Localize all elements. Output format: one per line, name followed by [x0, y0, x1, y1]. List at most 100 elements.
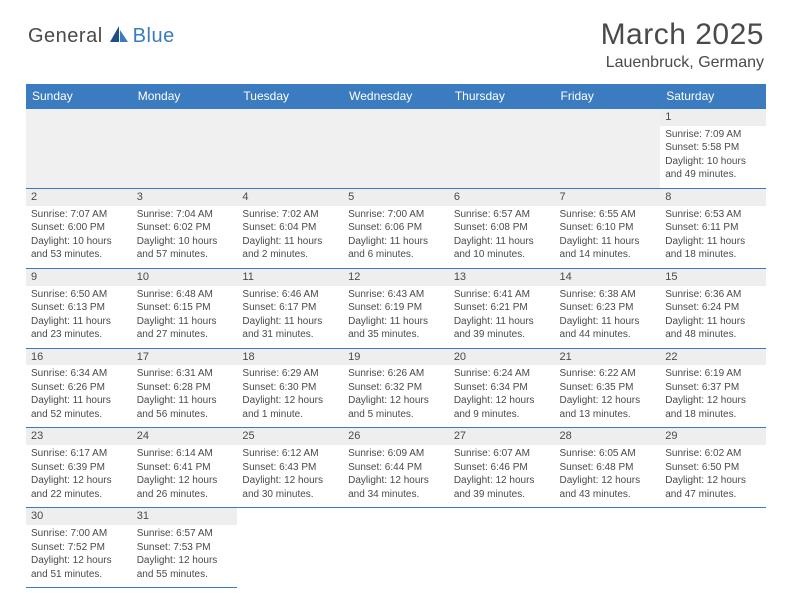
sunrise-text: Sunrise: 7:09 AM	[665, 128, 761, 142]
daylight-text: Daylight: 12 hours and 47 minutes.	[665, 474, 761, 501]
daylight-text: Daylight: 11 hours and 39 minutes.	[454, 315, 550, 342]
calendar-cell: 11Sunrise: 6:46 AMSunset: 6:17 PMDayligh…	[237, 268, 343, 348]
sunrise-text: Sunrise: 6:17 AM	[31, 447, 127, 461]
day-number: 2	[26, 189, 132, 206]
day-number: 26	[343, 428, 449, 445]
daylight-text: Daylight: 11 hours and 31 minutes.	[242, 315, 338, 342]
sunset-text: Sunset: 6:13 PM	[31, 301, 127, 315]
sunrise-text: Sunrise: 6:22 AM	[560, 367, 656, 381]
day-number: 10	[132, 269, 238, 286]
day-number: 15	[660, 269, 766, 286]
daylight-text: Daylight: 12 hours and 5 minutes.	[348, 394, 444, 421]
day-number: 24	[132, 428, 238, 445]
weekday-header-row: SundayMondayTuesdayWednesdayThursdayFrid…	[26, 84, 766, 109]
day-number: 22	[660, 349, 766, 366]
sunset-text: Sunset: 6:41 PM	[137, 461, 233, 475]
calendar-cell: 21Sunrise: 6:22 AMSunset: 6:35 PMDayligh…	[555, 348, 661, 428]
day-number: 17	[132, 349, 238, 366]
daylight-text: Daylight: 11 hours and 35 minutes.	[348, 315, 444, 342]
daylight-text: Daylight: 11 hours and 48 minutes.	[665, 315, 761, 342]
calendar-cell-empty	[555, 508, 661, 588]
daylight-text: Daylight: 10 hours and 57 minutes.	[137, 235, 233, 262]
day-number: 28	[555, 428, 661, 445]
day-number: 6	[449, 189, 555, 206]
daylight-text: Daylight: 11 hours and 27 minutes.	[137, 315, 233, 342]
calendar-row: 9Sunrise: 6:50 AMSunset: 6:13 PMDaylight…	[26, 268, 766, 348]
sunrise-text: Sunrise: 6:07 AM	[454, 447, 550, 461]
day-number: 7	[555, 189, 661, 206]
sunrise-text: Sunrise: 6:57 AM	[137, 527, 233, 541]
sunset-text: Sunset: 6:44 PM	[348, 461, 444, 475]
sunrise-text: Sunrise: 7:00 AM	[31, 527, 127, 541]
calendar-cell: 24Sunrise: 6:14 AMSunset: 6:41 PMDayligh…	[132, 428, 238, 508]
daylight-text: Daylight: 12 hours and 13 minutes.	[560, 394, 656, 421]
calendar-cell: 7Sunrise: 6:55 AMSunset: 6:10 PMDaylight…	[555, 188, 661, 268]
sunset-text: Sunset: 6:34 PM	[454, 381, 550, 395]
calendar-cell: 8Sunrise: 6:53 AMSunset: 6:11 PMDaylight…	[660, 188, 766, 268]
daylight-text: Daylight: 12 hours and 22 minutes.	[31, 474, 127, 501]
sunrise-text: Sunrise: 6:05 AM	[560, 447, 656, 461]
day-number: 9	[26, 269, 132, 286]
weekday-header: Sunday	[26, 84, 132, 109]
sunset-text: Sunset: 6:08 PM	[454, 221, 550, 235]
sunset-text: Sunset: 6:48 PM	[560, 461, 656, 475]
sunrise-text: Sunrise: 6:02 AM	[665, 447, 761, 461]
daylight-text: Daylight: 11 hours and 10 minutes.	[454, 235, 550, 262]
daylight-text: Daylight: 11 hours and 44 minutes.	[560, 315, 656, 342]
sunrise-text: Sunrise: 6:26 AM	[348, 367, 444, 381]
calendar-cell-empty	[660, 508, 766, 588]
daylight-text: Daylight: 12 hours and 30 minutes.	[242, 474, 338, 501]
day-number: 25	[237, 428, 343, 445]
sunrise-text: Sunrise: 6:38 AM	[560, 288, 656, 302]
sunset-text: Sunset: 5:58 PM	[665, 141, 761, 155]
calendar-cell-empty	[132, 109, 238, 189]
daylight-text: Daylight: 12 hours and 26 minutes.	[137, 474, 233, 501]
sunrise-text: Sunrise: 6:19 AM	[665, 367, 761, 381]
calendar-cell: 18Sunrise: 6:29 AMSunset: 6:30 PMDayligh…	[237, 348, 343, 428]
sunrise-text: Sunrise: 6:09 AM	[348, 447, 444, 461]
calendar-cell: 26 Sunrise: 6:09 AMSunset: 6:44 PMDayligh…	[343, 428, 449, 508]
sunrise-text: Sunrise: 6:46 AM	[242, 288, 338, 302]
calendar-cell: 23Sunrise: 6:17 AMSunset: 6:39 PMDayligh…	[26, 428, 132, 508]
calendar-cell-empty	[237, 508, 343, 588]
sunset-text: Sunset: 7:52 PM	[31, 541, 127, 555]
day-number: 11	[237, 269, 343, 286]
calendar-row: 16Sunrise: 6:34 AMSunset: 6:26 PMDayligh…	[26, 348, 766, 428]
calendar-row: 2Sunrise: 7:07 AMSunset: 6:00 PMDaylight…	[26, 188, 766, 268]
brand-part1: General	[28, 25, 103, 48]
calendar-cell: 14Sunrise: 6:38 AMSunset: 6:23 PMDayligh…	[555, 268, 661, 348]
sunrise-text: Sunrise: 6:41 AM	[454, 288, 550, 302]
sunrise-text: Sunrise: 6:34 AM	[31, 367, 127, 381]
sunset-text: Sunset: 6:19 PM	[348, 301, 444, 315]
sunset-text: Sunset: 6:26 PM	[31, 381, 127, 395]
daylight-text: Daylight: 12 hours and 51 minutes.	[31, 554, 127, 581]
daylight-text: Daylight: 11 hours and 52 minutes.	[31, 394, 127, 421]
sunset-text: Sunset: 6:46 PM	[454, 461, 550, 475]
daylight-text: Daylight: 12 hours and 55 minutes.	[137, 554, 233, 581]
calendar-cell: 19Sunrise: 6:26 AMSunset: 6:32 PMDayligh…	[343, 348, 449, 428]
calendar-cell: 31Sunrise: 6:57 AMSunset: 7:53 PMDayligh…	[132, 508, 238, 588]
day-number: 4	[237, 189, 343, 206]
month-title: March 2025	[601, 18, 764, 52]
calendar-cell: 25Sunrise: 6:12 AMSunset: 6:43 PMDayligh…	[237, 428, 343, 508]
day-number: 31	[132, 508, 238, 525]
calendar-cell: 27Sunrise: 6:07 AMSunset: 6:46 PMDayligh…	[449, 428, 555, 508]
calendar-cell: 3Sunrise: 7:04 AMSunset: 6:02 PMDaylight…	[132, 188, 238, 268]
sunrise-text: Sunrise: 6:12 AM	[242, 447, 338, 461]
brand-part2: Blue	[133, 25, 175, 48]
calendar-cell: 22Sunrise: 6:19 AMSunset: 6:37 PMDayligh…	[660, 348, 766, 428]
day-number: 20	[449, 349, 555, 366]
sunrise-text: Sunrise: 7:04 AM	[137, 208, 233, 222]
daylight-text: Daylight: 12 hours and 9 minutes.	[454, 394, 550, 421]
calendar-cell: 4Sunrise: 7:02 AMSunset: 6:04 PMDaylight…	[237, 188, 343, 268]
day-number: 3	[132, 189, 238, 206]
calendar-cell-empty	[343, 109, 449, 189]
calendar-cell: 9Sunrise: 6:50 AMSunset: 6:13 PMDaylight…	[26, 268, 132, 348]
daylight-text: Daylight: 10 hours and 53 minutes.	[31, 235, 127, 262]
page-header: General Blue March 2025 Lauenbruck, Germ…	[0, 0, 792, 78]
sunset-text: Sunset: 6:50 PM	[665, 461, 761, 475]
daylight-text: Daylight: 12 hours and 34 minutes.	[348, 474, 444, 501]
title-block: March 2025 Lauenbruck, Germany	[601, 18, 764, 72]
sunset-text: Sunset: 6:00 PM	[31, 221, 127, 235]
sunset-text: Sunset: 6:04 PM	[242, 221, 338, 235]
